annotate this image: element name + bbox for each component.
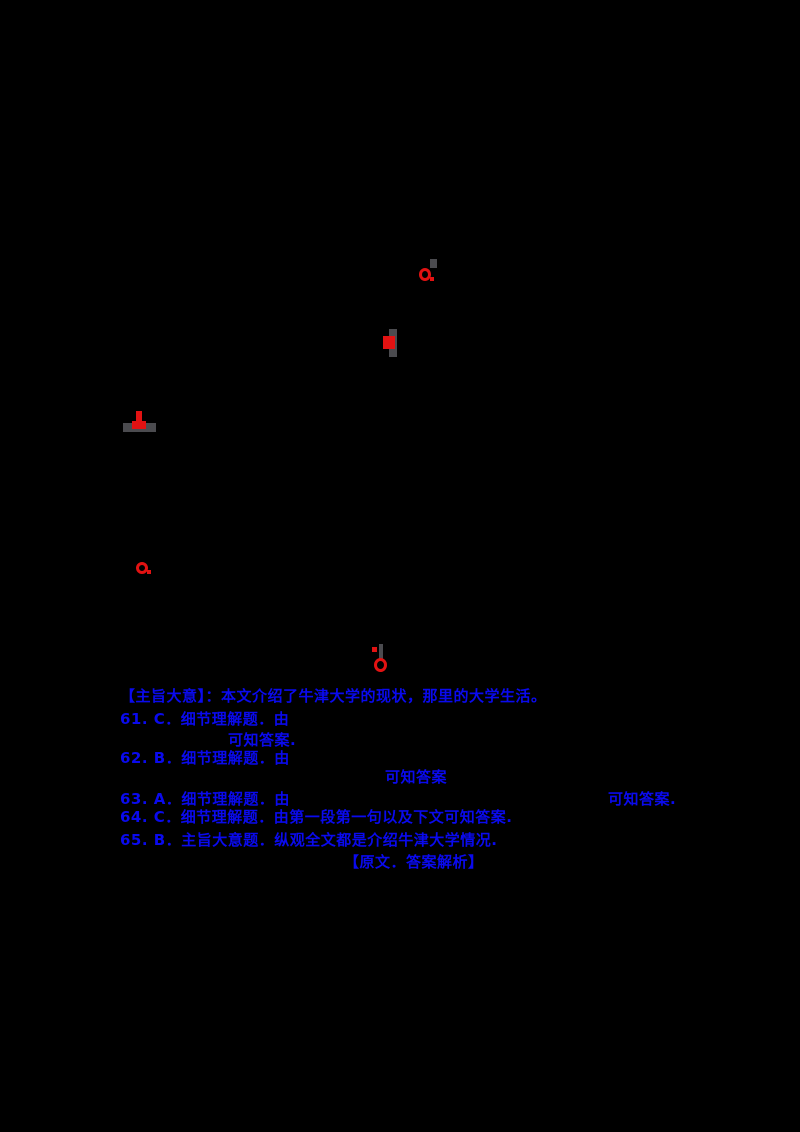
answer-line-61: 61. C．细节理解题．由 bbox=[120, 710, 290, 728]
red-block-on-gray-bar-mark bbox=[380, 327, 402, 359]
answer-line-61-continuation: 可知答案. bbox=[228, 731, 297, 749]
red-dot bbox=[372, 647, 377, 652]
answer-line-65: 65. B．主旨大意题．纵观全文都是介绍牛津大学情况. bbox=[120, 831, 498, 849]
answer-line-62: 62. B．细节理解题．由 bbox=[120, 749, 290, 767]
gray-fragment bbox=[430, 259, 437, 268]
summary-line: 【主旨大意】：本文介绍了牛津大学的现状，那里的大学生活。 bbox=[120, 687, 547, 705]
red-dot-and-blob-mark bbox=[368, 642, 392, 676]
red-ring bbox=[136, 562, 148, 574]
red-dot bbox=[147, 570, 151, 574]
red-ring bbox=[419, 268, 431, 281]
red-block bbox=[383, 336, 395, 349]
red-dot bbox=[430, 277, 434, 281]
red-blob bbox=[374, 658, 387, 672]
answer-line-62-continuation: 可知答案 bbox=[385, 768, 448, 786]
answer-line-63-continuation: 可知答案. bbox=[608, 790, 677, 808]
red-ring-with-dot-mark bbox=[132, 558, 156, 578]
answer-line-64: 64. C．细节理解题．由第一段第一句以及下文可知答案. bbox=[120, 808, 513, 826]
red-ring-with-dot-mark bbox=[415, 255, 440, 285]
red-pin-on-gray-bar-mark bbox=[120, 409, 160, 435]
gray-bar bbox=[379, 644, 383, 661]
answer-line-63: 63. A．细节理解题．由 bbox=[120, 790, 290, 808]
red-pin-base bbox=[132, 421, 146, 429]
red-pin-stem bbox=[136, 411, 142, 425]
footer-line: 【原文．答案解析】 bbox=[344, 853, 484, 871]
